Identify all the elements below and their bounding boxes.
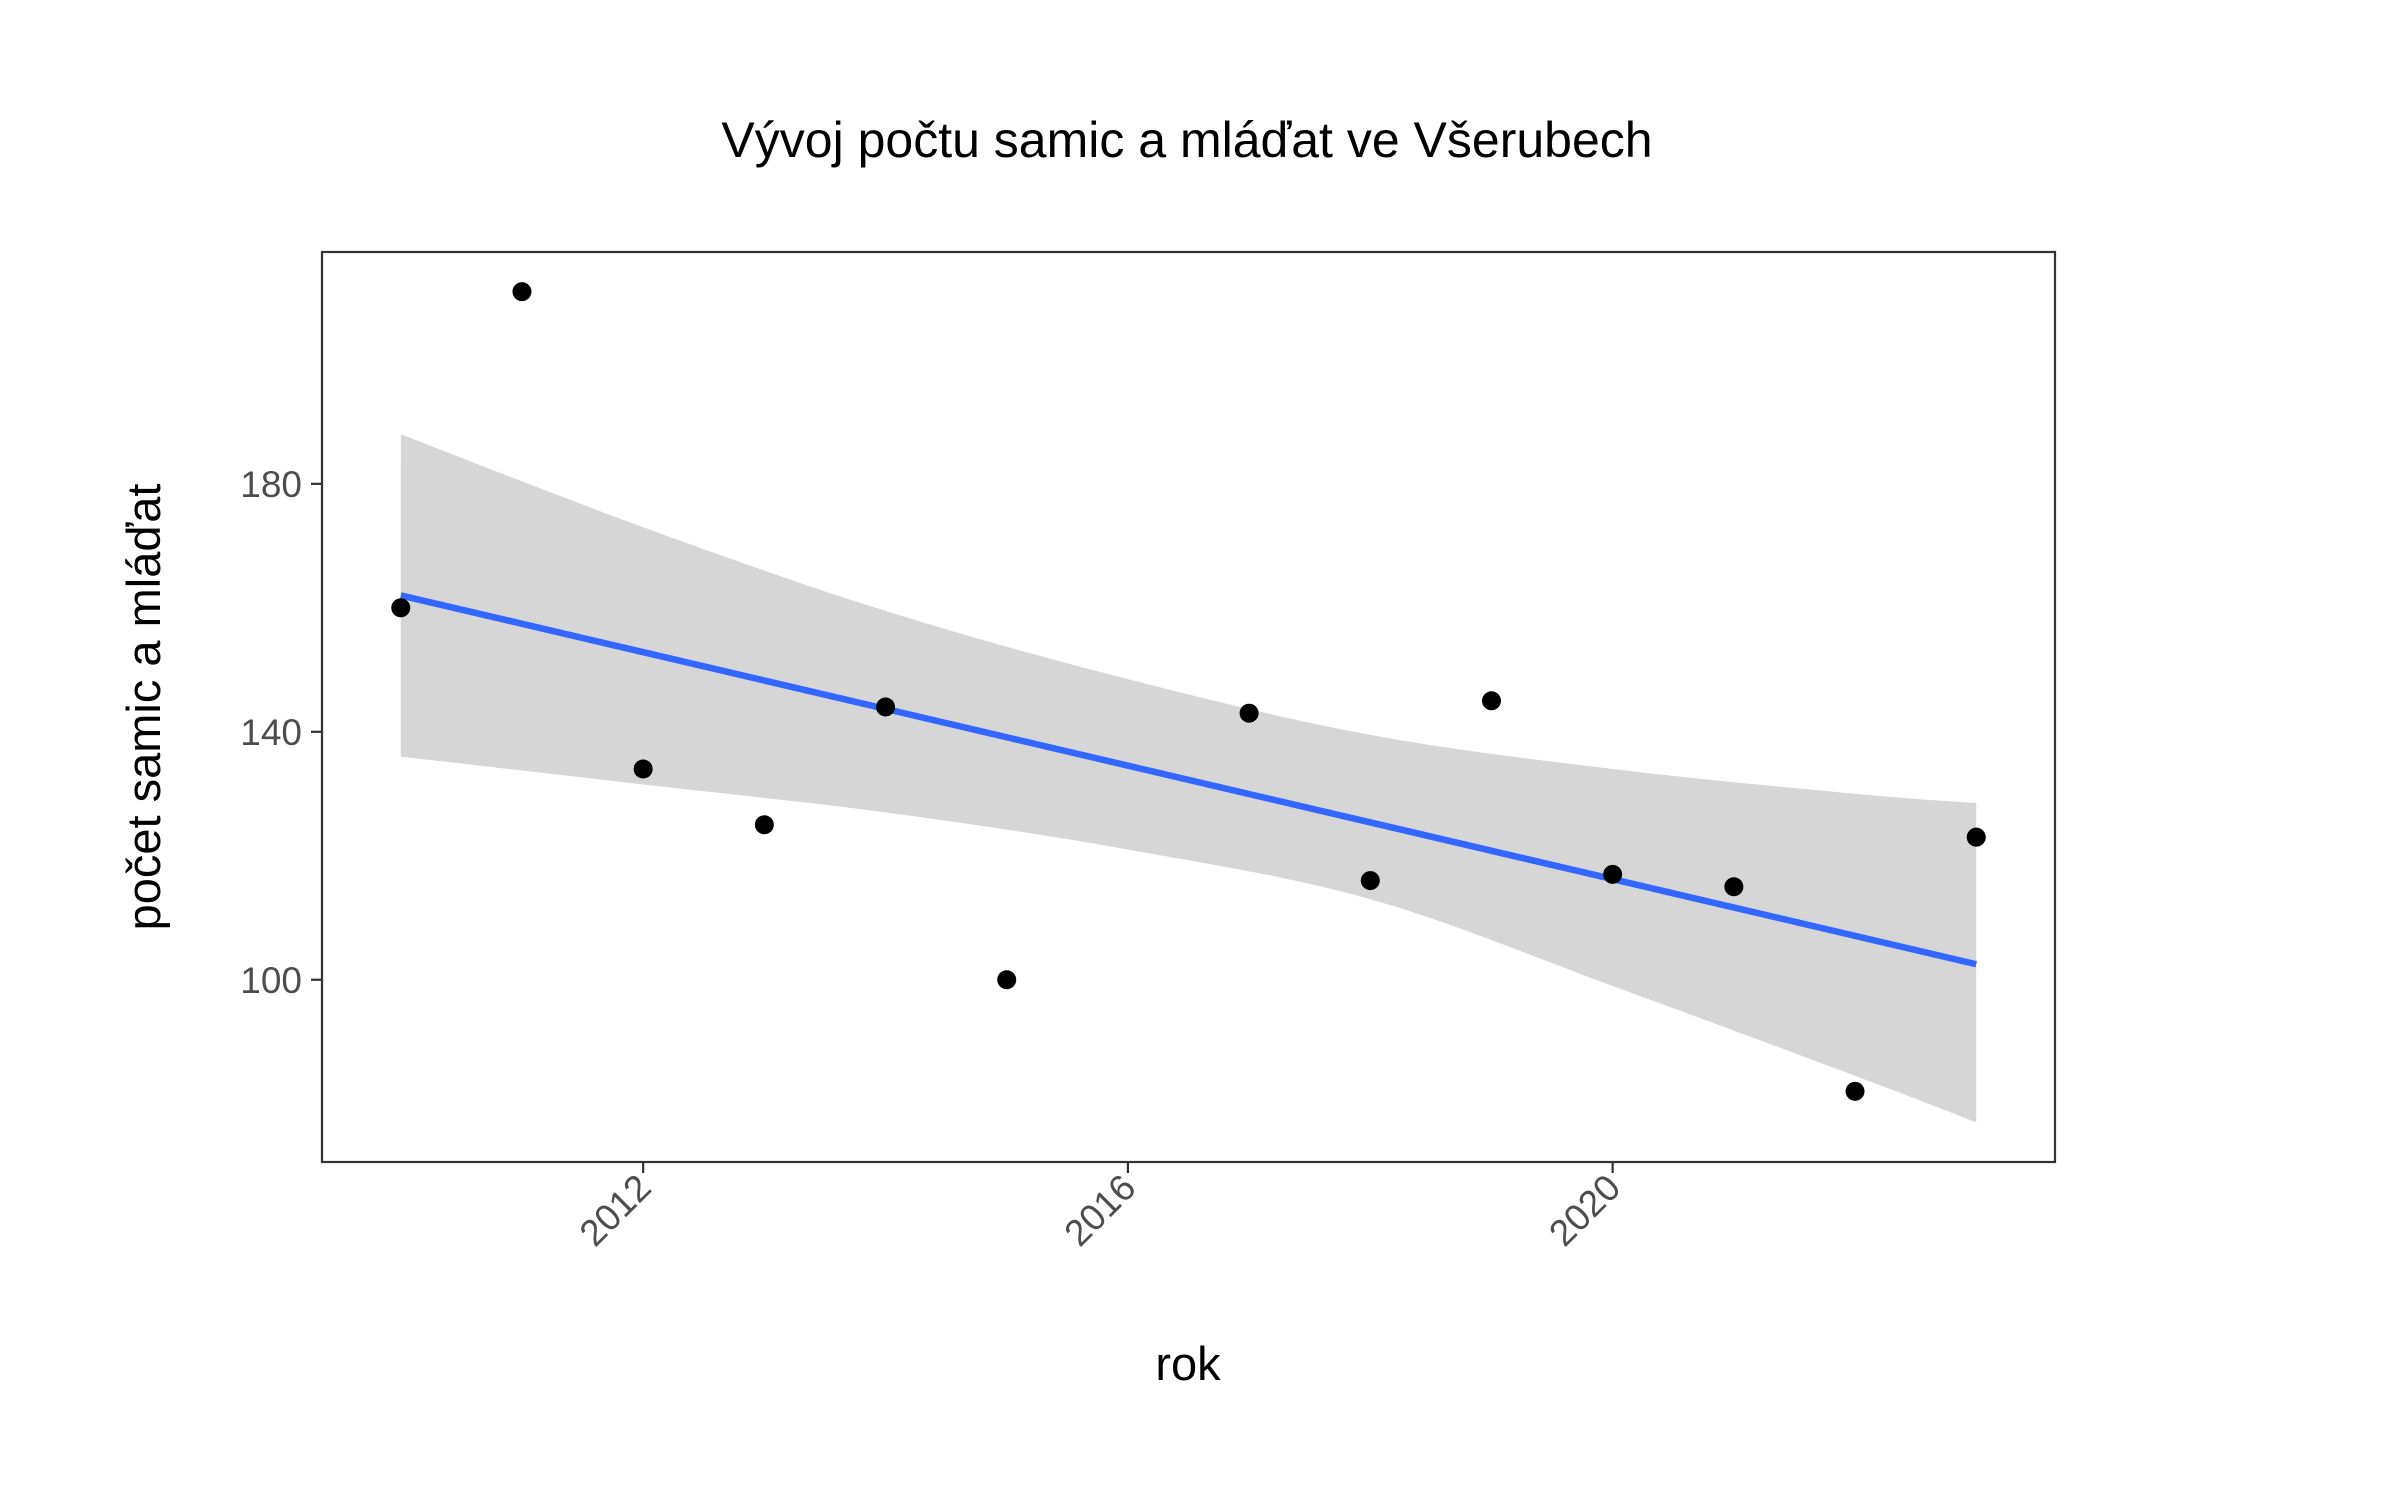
chart-title: Vývoj počtu samic a mláďat ve Všerubech: [721, 112, 1652, 168]
panel-border: [320, 250, 2057, 1164]
trend-line: [400, 592, 1977, 968]
y-axis-title: počet samic a mláďat: [117, 484, 170, 931]
data-point: [633, 759, 653, 779]
plot-panel: [391, 282, 1986, 1123]
data-point: [754, 815, 774, 835]
y-axis: 100 140 180: [240, 464, 322, 1001]
data-point: [512, 282, 532, 302]
x-axis-title: rok: [1155, 1337, 1221, 1390]
data-point: [1724, 877, 1744, 897]
data-point: [1845, 1081, 1865, 1101]
data-point: [997, 970, 1017, 990]
data-point: [1239, 703, 1259, 723]
y-tick-label: 100: [240, 960, 302, 1001]
data-point: [391, 598, 411, 618]
data-point: [1603, 864, 1623, 884]
data-point: [1360, 871, 1380, 891]
data-point: [876, 697, 896, 717]
data-point: [1481, 691, 1501, 711]
y-tick-label: 140: [240, 712, 302, 753]
data-point: [1966, 827, 1986, 847]
y-tick-label: 180: [240, 464, 302, 505]
